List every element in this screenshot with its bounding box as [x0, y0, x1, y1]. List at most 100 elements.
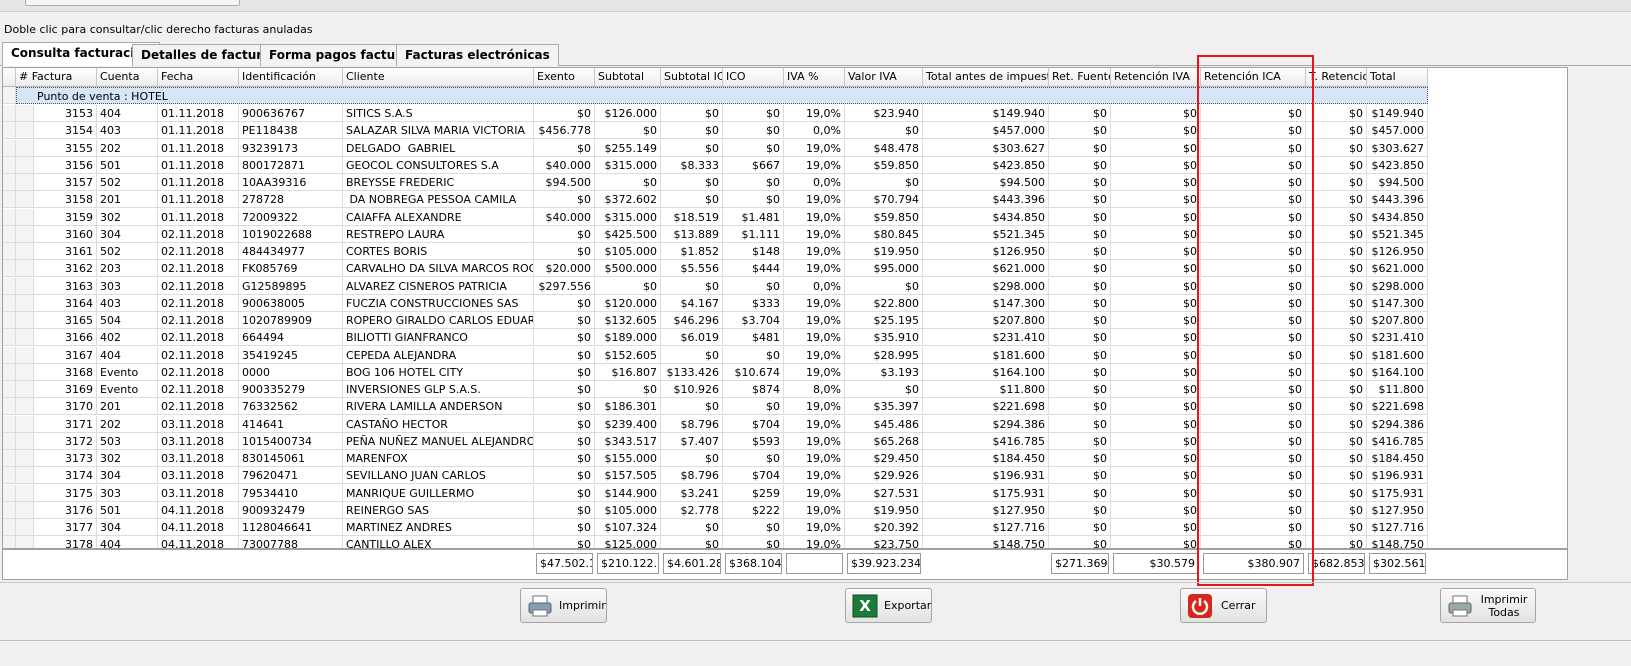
cell: $147.300: [1367, 294, 1428, 312]
toolbar-strip: [0, 0, 1631, 12]
cell: $0: [1111, 174, 1201, 191]
cell: $0: [1049, 415, 1111, 433]
cell: $434.850: [1367, 208, 1428, 226]
cell: CARVALHO DA SILVA MARCOS ROGE: [343, 260, 534, 278]
cell: $0: [534, 225, 595, 243]
cell: 278728: [239, 191, 343, 209]
printer-icon: [1448, 595, 1472, 617]
cell: 3170: [34, 398, 97, 416]
cell: $0: [595, 277, 661, 295]
cell: MARTINEZ ANDRES: [343, 519, 534, 536]
cell: $0: [1306, 122, 1367, 140]
tab[interactable]: Facturas electrónicas: [396, 44, 559, 66]
row-selector: [3, 519, 16, 536]
cell: ALVAREZ CISNEROS PATRICIA: [343, 277, 534, 295]
cell: $126.950: [923, 243, 1049, 260]
cell: $372.602: [595, 191, 661, 209]
row-selector: [3, 346, 16, 364]
export-button[interactable]: X Exportar: [845, 588, 932, 623]
cell: 02.11.2018: [158, 329, 239, 347]
cell: $20.000: [534, 260, 595, 278]
indent: [16, 467, 34, 485]
cell: $0: [1111, 243, 1201, 260]
cell: $297.556: [534, 277, 595, 295]
cell: $0: [1306, 467, 1367, 485]
cell: BREYSSE FREDERIC: [343, 174, 534, 191]
group-expander: [3, 87, 16, 104]
cell: $0: [534, 312, 595, 329]
column-header: Cuenta: [97, 68, 158, 87]
cell: $0: [534, 191, 595, 209]
cell: $0: [723, 346, 784, 364]
cell: 3177: [34, 519, 97, 536]
total-cell: $47.502.1: [536, 553, 593, 574]
cell: 303: [97, 277, 158, 295]
cell: $0: [1049, 243, 1111, 260]
cell: $0: [1049, 156, 1111, 174]
cell: 03.11.2018: [158, 450, 239, 467]
data-grid: # Factura Cuenta Fecha Identificación Client…: [2, 67, 1568, 549]
tab[interactable]: Detalles de facturas: [132, 44, 287, 66]
cell: $126.950: [1367, 243, 1428, 260]
cell: $0: [1201, 122, 1306, 140]
row-selector: [3, 225, 16, 243]
total-cell: $4.601.28: [663, 553, 721, 574]
cell: 202: [97, 415, 158, 433]
cell: $0: [1049, 432, 1111, 450]
cell: $127.716: [1367, 519, 1428, 536]
cell: $0: [723, 536, 784, 548]
cell: $23.750: [845, 536, 923, 548]
cell: $184.450: [923, 450, 1049, 467]
cell: $80.845: [845, 225, 923, 243]
close-button[interactable]: Cerrar: [1180, 588, 1267, 623]
row-selector: [3, 139, 16, 157]
cell: $0: [1049, 277, 1111, 295]
cell: $16.807: [595, 363, 661, 381]
cell: $144.900: [595, 484, 661, 502]
cell: 3168: [34, 363, 97, 381]
print-all-button[interactable]: Imprimir Todas: [1440, 588, 1536, 623]
cell: RESTREPO LAURA: [343, 225, 534, 243]
cell: $181.600: [1367, 346, 1428, 364]
cell: 3172: [34, 432, 97, 450]
cell: $0: [1201, 519, 1306, 536]
cell: $0: [1306, 260, 1367, 278]
cell: $239.400: [595, 415, 661, 433]
cell: $0: [723, 191, 784, 209]
cell: $0: [1111, 277, 1201, 295]
cell: $0: [534, 294, 595, 312]
cell: $0: [1111, 450, 1201, 467]
cell: 304: [97, 467, 158, 485]
cell: $0: [661, 191, 723, 209]
row-selector: [3, 156, 16, 174]
indent: [16, 243, 34, 260]
cell: 19,0%: [784, 432, 845, 450]
cell: $0: [1201, 501, 1306, 519]
cell: RIVERA LAMILLA ANDERSON: [343, 398, 534, 416]
cell: $0: [1201, 174, 1306, 191]
cell: $0: [1049, 381, 1111, 398]
cell: $126.000: [595, 105, 661, 122]
cell: $294.386: [1367, 415, 1428, 433]
print-button[interactable]: Imprimir: [520, 588, 607, 623]
cell: 3154: [34, 122, 97, 140]
cell: $0: [661, 536, 723, 548]
cell: $0: [1201, 329, 1306, 347]
cell: 19,0%: [784, 156, 845, 174]
cell: 04.11.2018: [158, 536, 239, 548]
cell: 3166: [34, 329, 97, 347]
cell: $0: [1306, 415, 1367, 433]
cell: $0: [1111, 294, 1201, 312]
cell: $155.000: [595, 450, 661, 467]
cell: 03.11.2018: [158, 484, 239, 502]
cell: GEOCOL CONSULTORES S.A: [343, 156, 534, 174]
indent: [16, 208, 34, 226]
svg-text:X: X: [859, 597, 871, 615]
cell: 10AA39316: [239, 174, 343, 191]
top-button[interactable]: [25, 0, 240, 6]
cell: 3169: [34, 381, 97, 398]
indent: [16, 225, 34, 243]
cell: FK085769: [239, 260, 343, 278]
cell: $11.800: [923, 381, 1049, 398]
cell: 201: [97, 398, 158, 416]
